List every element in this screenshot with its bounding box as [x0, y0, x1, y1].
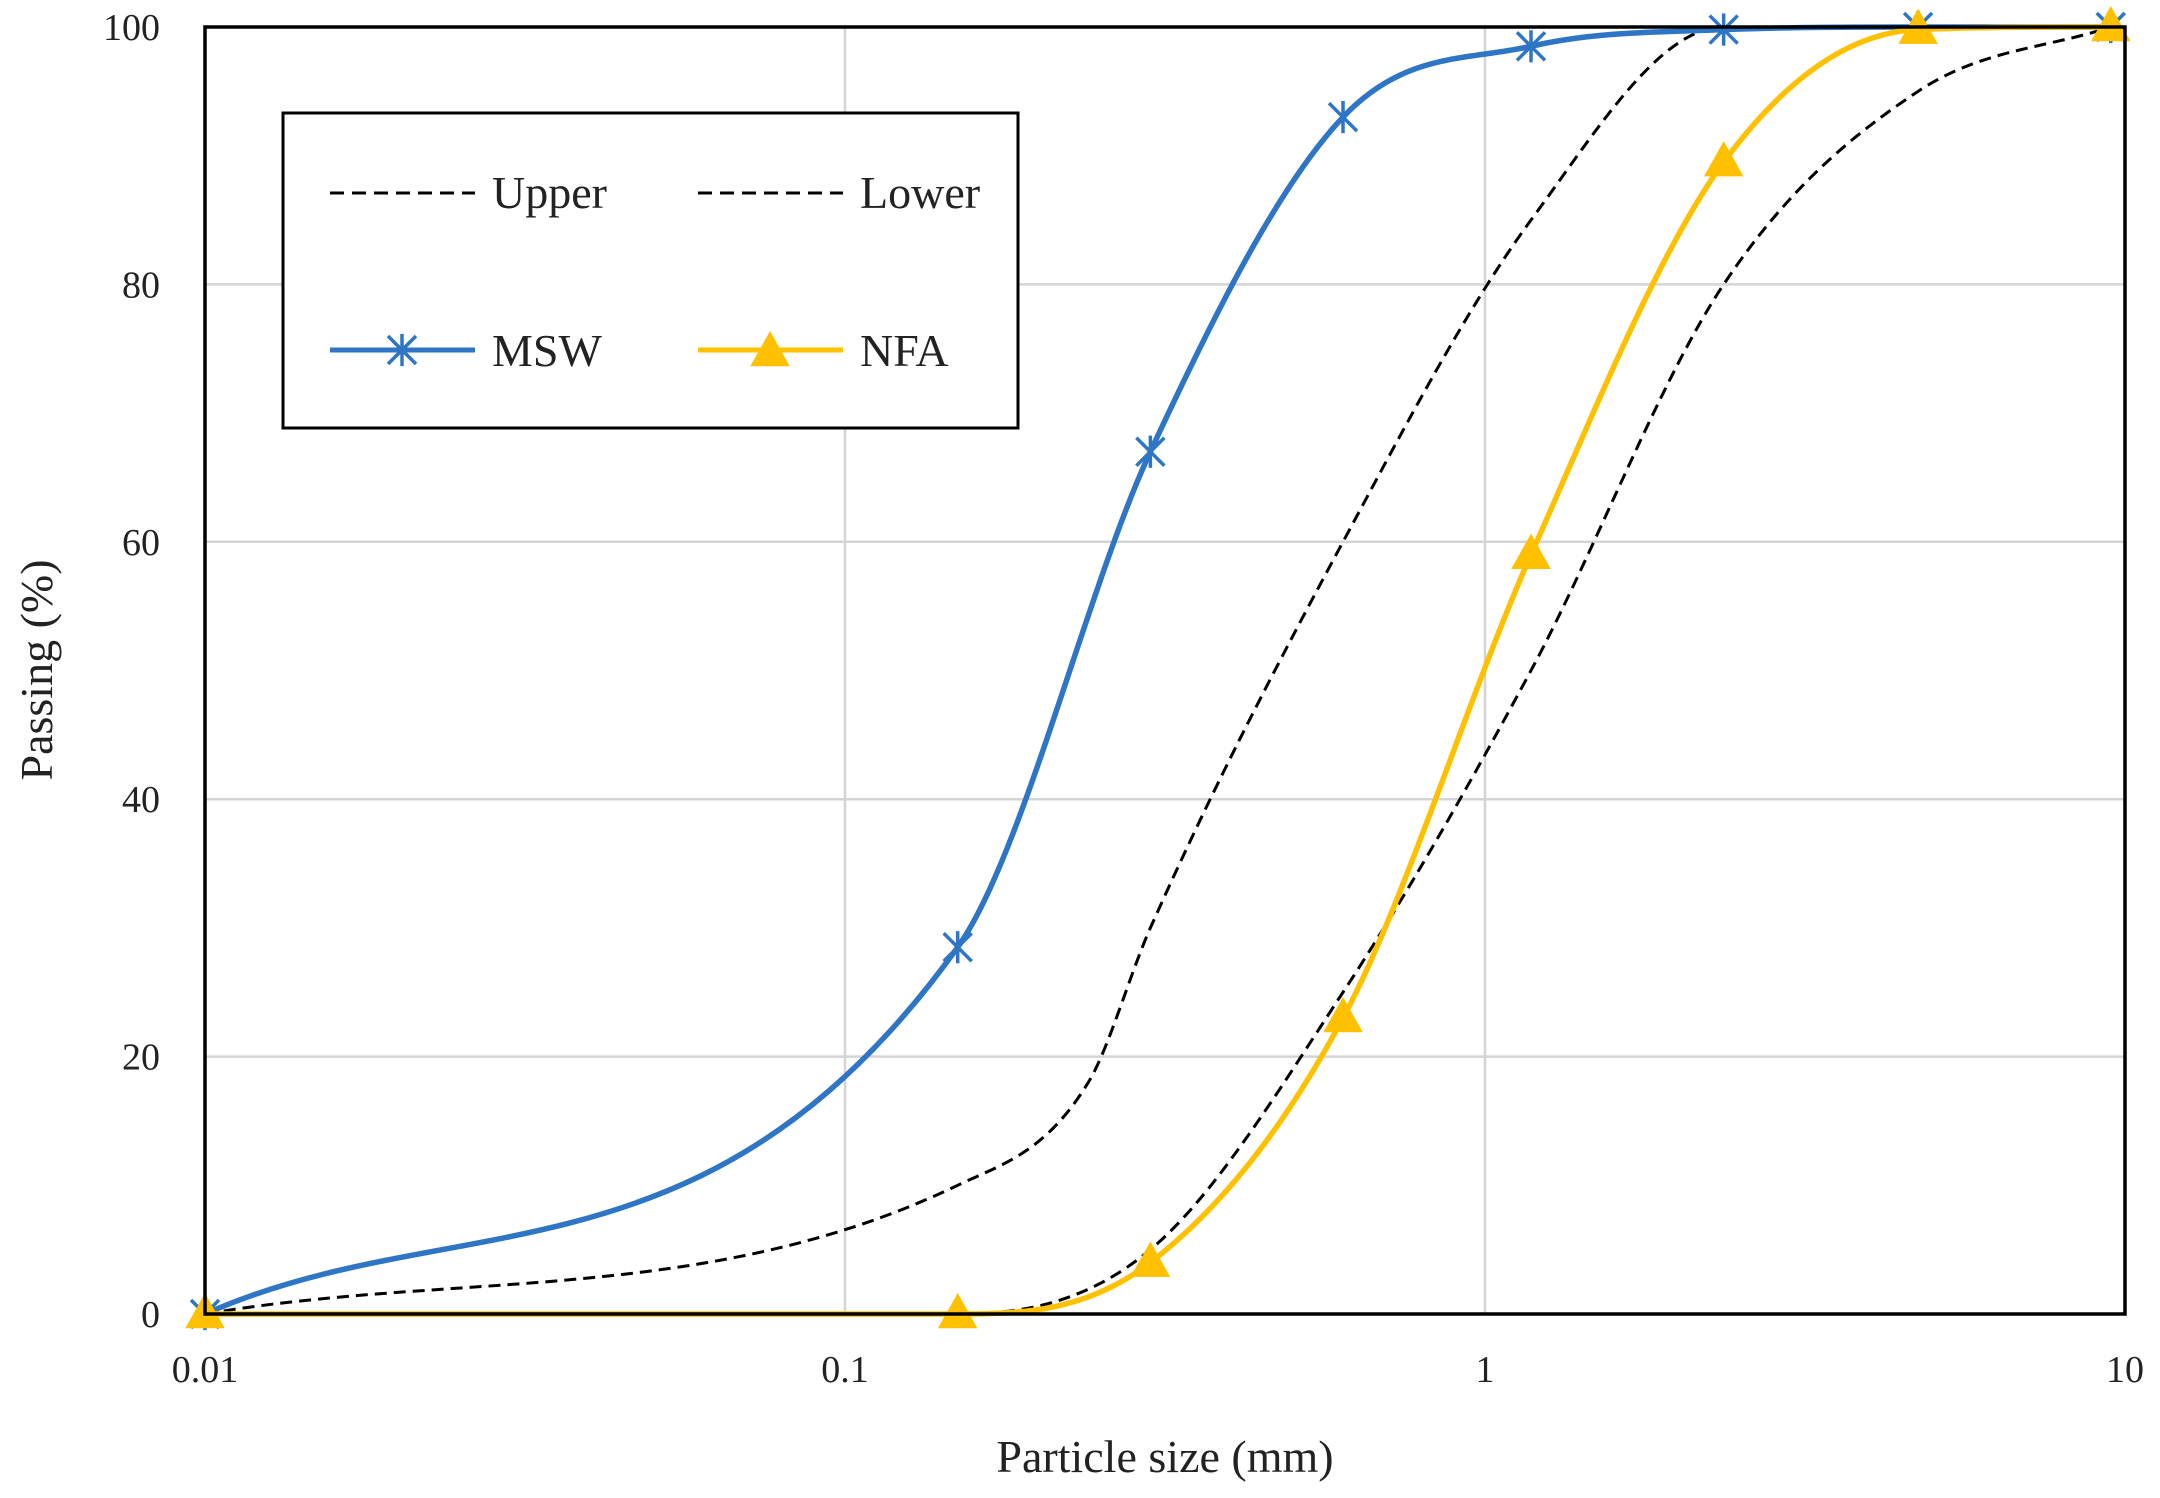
data-point-nfa-3 [1323, 996, 1363, 1033]
y-tick-label-2: 40 [122, 779, 160, 821]
data-point-msw-3 [1327, 100, 1359, 134]
legend-label-nfa: NFA [860, 325, 949, 376]
data-point-msw-2 [1135, 435, 1166, 468]
data-point-nfa-4 [1511, 533, 1551, 569]
y-tick-label-0: 0 [141, 1294, 160, 1336]
data-point-nfa-2 [1130, 1241, 1171, 1277]
plot-area-border [203, 25, 2127, 1316]
data-point-nfa-7 [2090, 5, 2131, 42]
x-axis-ticks: 0.01 0.1 1 10 [172, 1349, 2144, 1391]
y-tick-label-3: 60 [122, 522, 160, 564]
x-axis-title: Particle size (mm) [996, 1431, 1333, 1482]
legend-marker-nfa-shape [750, 330, 790, 367]
data-point-msw-1 [942, 931, 973, 964]
x-tick-label-3: 10 [2106, 1349, 2144, 1391]
legend-label-msw: MSW [492, 325, 602, 376]
y-tick-label-5: 100 [103, 7, 160, 49]
legend-marker-msw [386, 333, 418, 367]
data-point-msw-4 [1515, 30, 1547, 63]
x-tick-label-0: 0.01 [172, 1349, 239, 1391]
legend-marker-nfa [750, 330, 790, 367]
legend-box [281, 111, 1020, 430]
legend-label-lower: Lower [860, 167, 980, 218]
data-point-msw-5 [1708, 13, 1739, 46]
x-tick-label-1: 0.1 [821, 1349, 869, 1391]
legend-label-upper: Upper [492, 167, 607, 218]
x-tick-label-2: 1 [1476, 1349, 1495, 1391]
y-axis-title: Passing (%) [11, 559, 62, 780]
y-tick-label-1: 20 [122, 1037, 160, 1079]
y-axis-ticks: 0 20 40 60 80 100 [103, 7, 160, 1336]
legend: Upper Lower MSW NFA [281, 111, 1020, 430]
legend-marker-msw-shape [386, 333, 418, 367]
y-tick-label-4: 80 [122, 264, 160, 306]
data-point-nfa-1 [937, 1292, 978, 1329]
data-point-nfa-5 [1703, 141, 1744, 177]
